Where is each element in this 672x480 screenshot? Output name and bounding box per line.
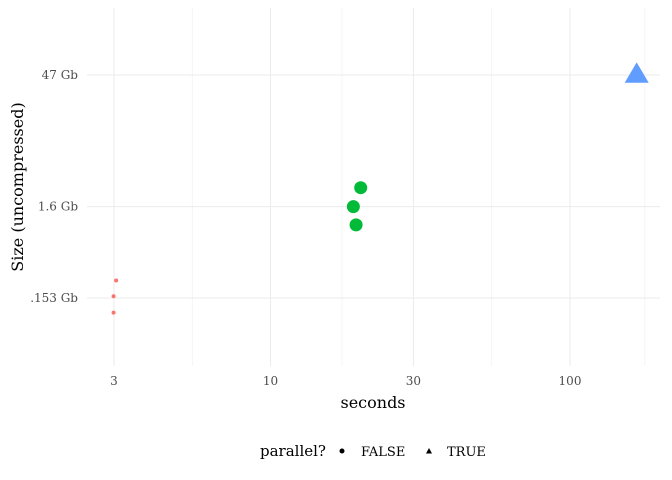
x-axis-ticks: 3 10 30 100 [110, 374, 581, 388]
data-point-circle [114, 278, 119, 283]
x-tick-label: 3 [110, 374, 118, 388]
legend-key-false [339, 448, 345, 454]
data-point-circle [354, 181, 368, 195]
x-tick-label: 100 [559, 374, 582, 388]
data-point-circle [111, 310, 116, 315]
grid-lines [87, 8, 660, 366]
y-axis-title: Size (uncompressed) [8, 102, 27, 271]
x-axis-title: seconds [340, 393, 405, 412]
y-axis-ticks: .153 Gb 1.6 Gb 47 Gb [30, 68, 78, 305]
y-tick-label: 1.6 Gb [38, 200, 78, 214]
data-point-circle [346, 200, 360, 214]
data-point-triangle [624, 62, 649, 83]
legend-key-true [426, 448, 432, 454]
legend-title: parallel? [260, 442, 326, 460]
legend: parallel? FALSE TRUE [260, 442, 486, 460]
data-points [111, 62, 649, 315]
data-point-circle [111, 294, 116, 299]
legend-label-false: FALSE [361, 445, 405, 460]
y-tick-label: .153 Gb [30, 291, 78, 305]
x-tick-label: 30 [406, 374, 421, 388]
x-tick-label: 10 [263, 374, 278, 388]
data-point-circle [349, 218, 363, 232]
y-tick-label: 47 Gb [42, 68, 79, 82]
legend-label-true: TRUE [447, 445, 486, 460]
